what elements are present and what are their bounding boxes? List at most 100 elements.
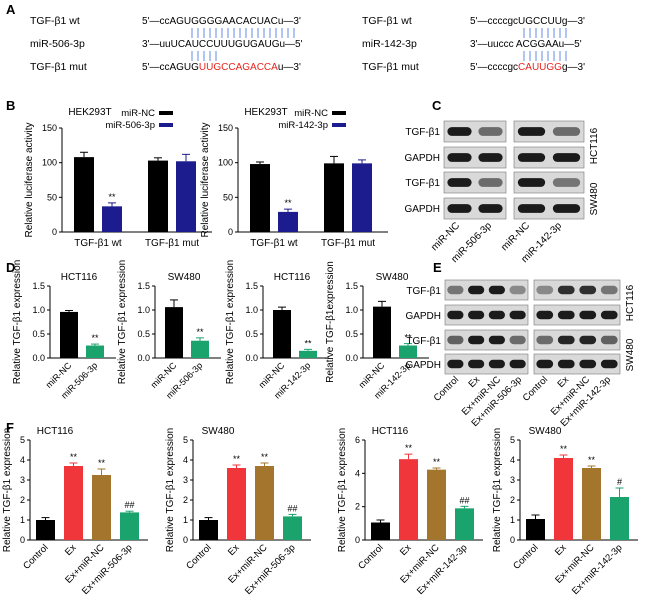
sequence-segment: 3'—uuccc ACGGAAu—5' [470,39,582,50]
blot-row-label: TGF-β1 [406,286,441,297]
y-tick-label: 1.5 [137,281,150,291]
blot-band [600,310,618,320]
blot-band [509,359,526,369]
cell-line-label: SW480 [589,182,600,215]
chart-title: HEK293T [68,107,111,118]
panel-label-c: C [432,98,442,113]
blot-band [517,127,546,136]
blot-frame [444,353,529,375]
y-tick-label: 0 [52,227,57,237]
y-tick-label: 2 [183,495,188,505]
x-tick-label: Ex [226,542,242,558]
panel-e-western-blot: TGF-β1 GAPDH TGF-β1 GAPDH HCT116 SW480 Control… [405,279,636,429]
blot-band [552,127,581,136]
y-tick-label: 4 [355,468,360,478]
x-tick-label: Ex+miR-506-3p [80,542,135,597]
bar [227,468,246,540]
sequence-segment: 5'—ccAGUG [142,62,199,73]
blot-frame [444,329,529,351]
significance-mark: ** [196,327,204,337]
significance-mark: # [617,477,622,487]
blot-frame [443,146,507,169]
x-tick-label: TGF-β1 mut [321,238,375,249]
legend-swatch [159,123,173,127]
significance-mark: ## [287,503,297,513]
y-tick-label: 2 [355,502,360,512]
blot-frame [513,171,585,194]
panel-d-charts: 0.0 0.5 1.0 1.5 HCT116 Relative TGF-β1 expres… [12,260,429,401]
blot-band [509,335,526,345]
blot-band [447,310,464,320]
sequence-segment: u—3' [278,62,301,73]
blot-band [468,359,485,369]
y-tick-label: 1 [510,515,515,525]
blot-band [600,335,618,345]
chart-title: HCT116 [61,272,98,283]
blot-band [488,359,505,369]
x-tick-label: Control [21,542,50,571]
bar [255,466,274,540]
sequence-row-label: TGF-β1 wt [362,15,412,27]
chart-title: SW480 [376,272,409,283]
cell-line-label: HCT116 [625,284,636,321]
chart-title: HCT116 [274,272,311,283]
sequence-text: 5'—ccAGUGGGGAACACUACu—3' [142,16,301,27]
y-tick-label: 4 [20,455,25,465]
legend-swatch [332,111,346,115]
y-tick-label: 5 [183,435,188,445]
panel-label-a: A [6,2,16,17]
blot-band [517,178,546,187]
sequence-row-label: miR-506-3p [30,38,85,50]
sequence-segment: 3'—uuUCAUCCUUUGUGAUGu—5' [142,39,303,50]
blot-frame [533,304,621,326]
significance-mark: ** [304,338,312,348]
y-tick-label: 5 [20,435,25,445]
blot-frame [444,279,529,301]
lane-label: Ex [555,374,571,390]
significance-mark: ** [91,333,99,343]
bar [176,161,196,232]
blot-band [447,335,464,345]
sequence-text: 3'—uuUCAUCCUUUGUGAUGu—5' [142,39,303,50]
blot-band [557,335,575,345]
sequence-text: 5'—ccccgcUGCCUUg—3' [470,16,585,27]
blot-frame [513,120,585,143]
blot-frame [513,197,585,220]
bar [86,345,104,358]
blot-frame [444,304,529,326]
lane-label: Ex [466,374,482,390]
y-axis-label: Relative luciferase activity [200,122,211,237]
panel-label-f: F [6,420,14,435]
y-tick-label: 4 [183,455,188,465]
y-axis-label: Relative TGF-β1 expression [117,260,128,385]
blot-band [600,359,618,369]
sequence-row-label: miR-142-3p [362,38,417,50]
y-axis-label: Relative TGF-β1 expression [337,428,348,553]
bar [165,307,183,358]
bar [191,340,209,358]
blot-band [536,335,554,345]
blot-band [552,178,581,187]
bar [64,466,83,540]
sequence-segment: 5'—ccAGUGGGGAACACUACu—3' [142,16,301,27]
x-tick-label: Ex+miR-506-3p [243,542,298,597]
blot-band [517,204,546,213]
blot-band [579,335,597,345]
y-tick-label: 3 [183,475,188,485]
sequence-segment: g—3' [562,62,585,73]
legend-label: miR-NC [294,108,328,119]
y-tick-label: 50 [223,192,233,202]
blot-band [468,285,485,295]
bar [148,160,168,232]
blot-band [509,310,526,320]
panel-a-sequences: TGF-β1 wt miR-506-3p TGF-β1 mut 5'—ccAGUGGG… [30,15,585,73]
blot-frame [443,120,507,143]
y-tick-label: 1.0 [245,305,258,315]
blot-band [536,310,554,320]
blot-band [488,310,505,320]
blot-band [478,153,503,162]
panel-f-charts: 0 1 2 3 4 5 HCT116 Relative TGF-β1 expression Co… [2,426,638,597]
y-tick-label: 0.5 [32,329,45,339]
bar [36,520,55,540]
blot-row-label: GAPDH [405,311,441,322]
